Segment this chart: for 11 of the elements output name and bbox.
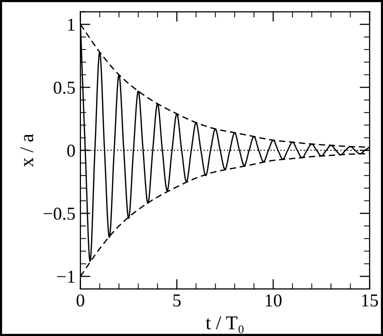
y-axis-title: x / a [20, 134, 34, 167]
x-axis-title: t / T₀ [206, 316, 244, 334]
y-tick-label: 0 [67, 144, 75, 157]
y-tick-label: −0.5 [44, 208, 75, 220]
y-tick-label: −1 [57, 270, 74, 283]
y-tick-label: 1 [68, 18, 74, 31]
x-tick-label: 10 [266, 294, 282, 307]
x-tick-label: 15 [362, 294, 378, 307]
x-tick-label: 0 [76, 294, 84, 307]
x-tick-label: 5 [173, 294, 181, 307]
y-tick-label: 0.5 [54, 82, 75, 94]
